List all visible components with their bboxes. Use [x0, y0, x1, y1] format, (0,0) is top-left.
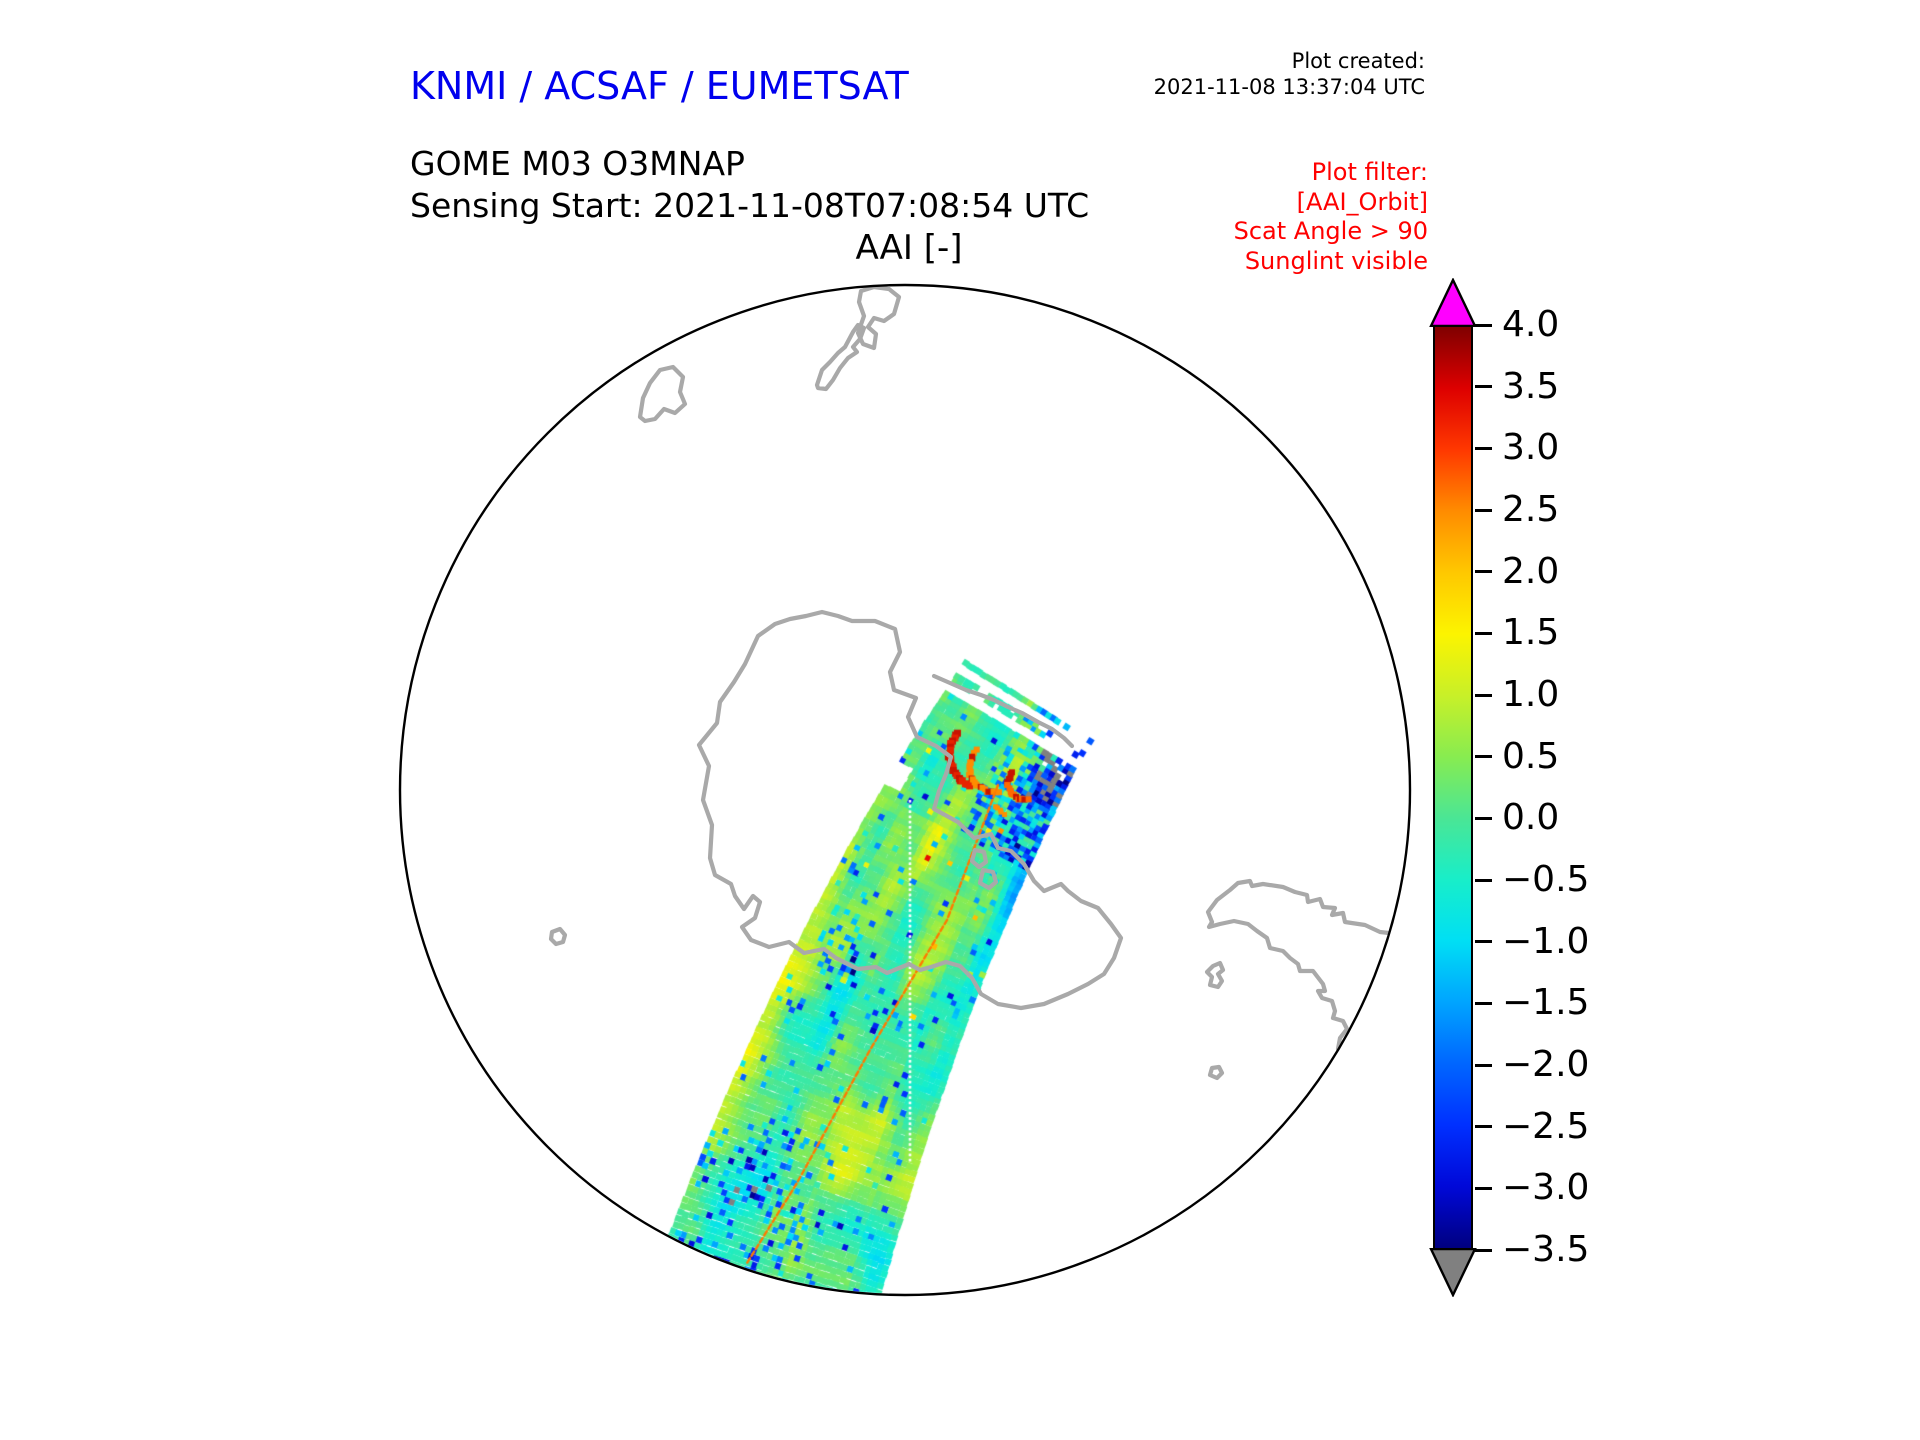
colorbar-tick-label: 3.0	[1502, 427, 1560, 469]
coastline-island-west	[637, 364, 688, 424]
colorbar-tick-mark	[1475, 446, 1492, 450]
org-title: KNMI / ACSAF / EUMETSAT	[410, 64, 909, 108]
colorbar-tick-label: −3.0	[1502, 1167, 1590, 1209]
colorbar	[1433, 325, 1473, 1250]
coastline-coast-ne-segment	[931, 673, 1075, 749]
colorbar-tick-label: 2.0	[1502, 550, 1560, 592]
colorbar-tick-mark	[1475, 1001, 1492, 1005]
colorbar-tick-mark	[1475, 508, 1492, 512]
colorbar-tick-label: 3.5	[1502, 365, 1560, 407]
plot-created-label: Plot created:	[1291, 49, 1425, 73]
product-title: GOME M03 O3MNAP	[410, 144, 745, 183]
plot-filter-line-1: [AAI_Orbit]	[1296, 187, 1428, 216]
projection-boundary-circle	[398, 283, 1412, 1297]
colorbar-tick-label: −0.5	[1502, 859, 1590, 900]
coastline-islet-right	[1204, 960, 1226, 990]
plot-created-block: Plot created: 2021-11-08 13:37:04 UTC	[1154, 48, 1425, 100]
coastline-australia-north-coast	[1205, 878, 1401, 937]
colorbar-tick-mark	[1475, 816, 1492, 820]
coastline-nz-north-island	[855, 285, 902, 351]
map-title: AAI [-]	[855, 228, 963, 268]
colorbar-tick-mark	[1475, 385, 1492, 389]
colorbar-tick-mark	[1475, 940, 1492, 944]
plot-created-time: 2021-11-08 13:37:04 UTC	[1153, 75, 1425, 99]
colorbar-over-arrow	[1429, 278, 1477, 327]
colorbar-tick-mark	[1475, 1063, 1492, 1067]
colorbar-tick-mark	[1475, 1248, 1492, 1252]
coastline-antarctica-main	[696, 609, 1124, 1011]
colorbar-tick-label: 1.5	[1502, 612, 1560, 654]
colorbar-tick-mark	[1475, 1125, 1492, 1129]
colorbar-tick-label: −1.5	[1502, 982, 1590, 1024]
colorbar-tick-mark	[1475, 755, 1492, 759]
plot-filter-line-0: Plot filter:	[1311, 158, 1428, 186]
colorbar-tick-label: 1.0	[1502, 674, 1560, 715]
colorbar-tick-mark	[1475, 693, 1492, 697]
colorbar-tick-mark	[1475, 570, 1492, 574]
colorbar-under-arrow	[1429, 1248, 1477, 1297]
plot-filter-line-2: Scat Angle > 90	[1233, 217, 1428, 245]
colorbar-tick-label: −2.0	[1502, 1044, 1590, 1085]
coastline-islet-right-2	[1207, 1064, 1225, 1081]
coastline-lake-2	[977, 867, 999, 891]
sensing-start: Sensing Start: 2021-11-08T07:08:54 UTC	[410, 186, 1090, 225]
colorbar-tick-label: −3.5	[1502, 1229, 1590, 1270]
plot-filter-line-3: Sunglint visible	[1244, 246, 1428, 275]
colorbar-tick-mark	[1475, 631, 1492, 635]
colorbar-tick-mark	[1475, 878, 1492, 882]
colorbar-tick-label: 0.5	[1502, 735, 1560, 777]
colorbar-tick-mark	[1475, 1186, 1492, 1190]
colorbar-tick-label: 0.0	[1502, 797, 1560, 839]
coastline-australia-south-coast	[1206, 918, 1350, 1060]
colorbar-tick-label: −1.0	[1502, 920, 1590, 962]
plot-filter-block: Plot filter: [AAI_Orbit] Scat Angle > 90 Su…	[1234, 158, 1428, 276]
colorbar-tick-label: 4.0	[1502, 304, 1560, 345]
coastlines-layer	[548, 285, 1401, 1081]
coastline-islet-left	[548, 926, 568, 947]
colorbar-tick-label: −2.5	[1502, 1105, 1590, 1147]
coastline-lake-1	[969, 847, 989, 870]
colorbar-tick-label: 2.5	[1502, 489, 1560, 530]
colorbar-tick-mark	[1475, 323, 1492, 327]
